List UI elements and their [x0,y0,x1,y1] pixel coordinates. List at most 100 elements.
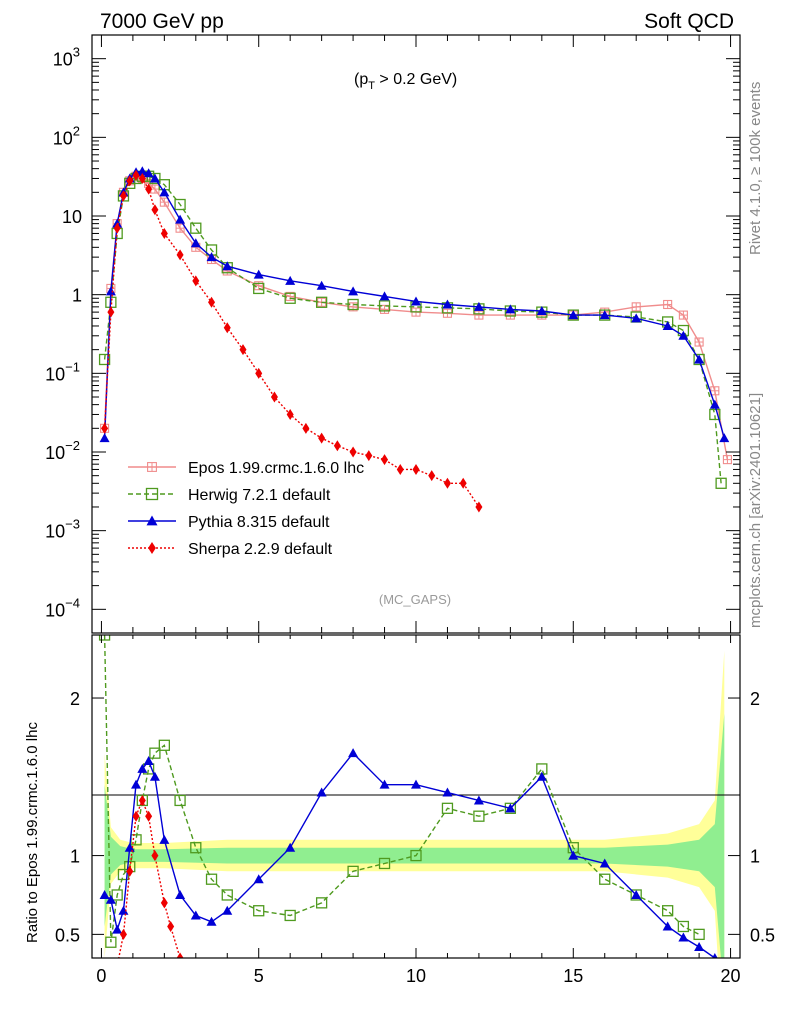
ratio-point-1-25 [599,858,610,868]
main-point-3-25 [412,463,420,475]
main-point-3-14 [239,344,247,356]
main-point-3-24 [396,463,404,475]
main-point-1-0 [98,353,111,366]
legend-label-2: Pythia 8.315 default [188,514,330,531]
main-point-2-19 [411,296,421,306]
main-line-3 [103,174,480,508]
ratio-line-2 [118,798,181,958]
main-point-3-0 [101,422,109,434]
main-point-3-18 [302,422,310,434]
ratio-point-1-12 [206,916,217,926]
ytick-label-4: 1 [72,286,82,306]
main-point-2-1 [105,286,116,296]
main-point-2-23 [536,305,547,315]
ratio-point-1-30 [712,953,718,958]
ratio-point-2-3 [126,865,134,877]
main-point-3-3 [119,190,127,202]
main-point-1-16 [315,296,328,308]
main-point-0-9 [159,197,169,207]
main-point-2-28 [678,330,689,340]
main-point-3-6 [138,172,146,184]
ratio-point-1-21 [473,795,484,805]
ratio-point-1-11 [190,910,201,920]
ratio-point-1-5 [131,779,142,789]
main-point-3-29 [475,501,483,513]
ratio-point-1-7 [143,756,154,766]
ratio-ytick-right-2: 2 [750,689,760,709]
main-point-2-22 [505,304,516,314]
main-point-2-31 [719,433,730,443]
ratio-series-layer [98,635,718,987]
ratio-point-0-0 [98,635,111,641]
main-point-0-28 [678,310,688,320]
ratio-point-0-29 [693,928,705,941]
ratio-point-0-13 [221,889,233,901]
rivet-label: Rivet 4.1.0, ≥ 100k events [747,82,764,255]
ratio-ytick-left-2: 2 [70,689,80,709]
ratio-ylabel: Ratio to Epos 1.99.crmc.1.6.0 lhc [24,722,41,943]
main-point-2-15 [285,275,296,285]
main-point-3-7 [145,183,153,195]
main-point-3-11 [192,275,200,287]
ratio-point-0-19 [410,849,422,862]
ratio-point-1-19 [411,779,421,789]
main-point-3-5 [132,169,140,181]
main-point-3-15 [255,367,263,379]
main-point-3-12 [208,296,216,308]
main-point-3-22 [365,450,373,462]
ratio-point-2-5 [138,794,146,806]
main-point-3-16 [270,391,278,403]
main-point-2-11 [190,238,201,248]
ytick-label-0: 10−4 [45,595,80,620]
ratio-point-2-9 [167,920,175,932]
ratio-point-2-6 [145,810,153,822]
ratio-point-0-1 [105,936,117,948]
ratio-point-0-8 [149,747,161,759]
ratio-point-1-15 [285,842,296,852]
ratio-ytick-left-1: 1 [70,847,80,867]
main-point-3-20 [333,440,341,452]
legend-label-0: Epos 1.99.crmc.1.6.0 lhc [188,460,364,477]
ratio-point-1-20 [442,787,453,797]
main-point-3-2 [113,222,121,234]
main-point-3-19 [318,432,326,444]
legend-entry-1: Herwig 7.2.1 default [128,487,331,504]
main-point-2-17 [348,286,359,296]
main-line-1 [103,175,722,484]
legend-entry-0: Epos 1.99.crmc.1.6.0 lhc [128,460,364,477]
main-point-3-23 [381,454,389,466]
main-point-2-14 [253,269,264,279]
ytick-label-2: 10−2 [45,438,80,463]
xtick-label-0: 0 [96,966,106,986]
ytick-label-1: 10−3 [45,517,80,542]
main-point-2-18 [379,291,390,301]
main-point-2-24 [568,310,579,320]
main-point-3-13 [223,322,231,334]
main-point-1-30 [709,408,721,421]
ratio-point-1-24 [568,850,579,860]
main-point-0-18 [379,304,390,314]
header-left: 7000 GeV pp [100,10,224,33]
ratio-series-2 [107,794,184,987]
ratio-point-0-21 [473,810,485,822]
ratio-point-2-0 [107,976,114,987]
xtick-label-4: 20 [721,966,741,986]
xtick-label-3: 15 [563,966,583,986]
ytick-label-5: 10 [62,207,82,227]
main-point-2-9 [159,187,170,197]
ratio-point-0-28 [677,920,690,933]
main-series-2 [99,166,730,443]
ratio-point-2-10 [176,952,184,958]
legend-label-1: Herwig 7.2.1 default [188,487,331,504]
ratio-point-0-27 [662,905,674,917]
ratio-point-2-1 [114,960,121,971]
main-point-2-21 [473,301,484,311]
xtick-label-1: 5 [254,966,264,986]
ratio-point-2-4 [132,810,140,822]
ratio-point-0-10 [174,794,186,807]
ratio-point-1-18 [379,779,390,789]
main-point-2-12 [206,252,217,262]
main-point-0-31 [722,455,732,465]
main-series-3 [101,169,483,513]
